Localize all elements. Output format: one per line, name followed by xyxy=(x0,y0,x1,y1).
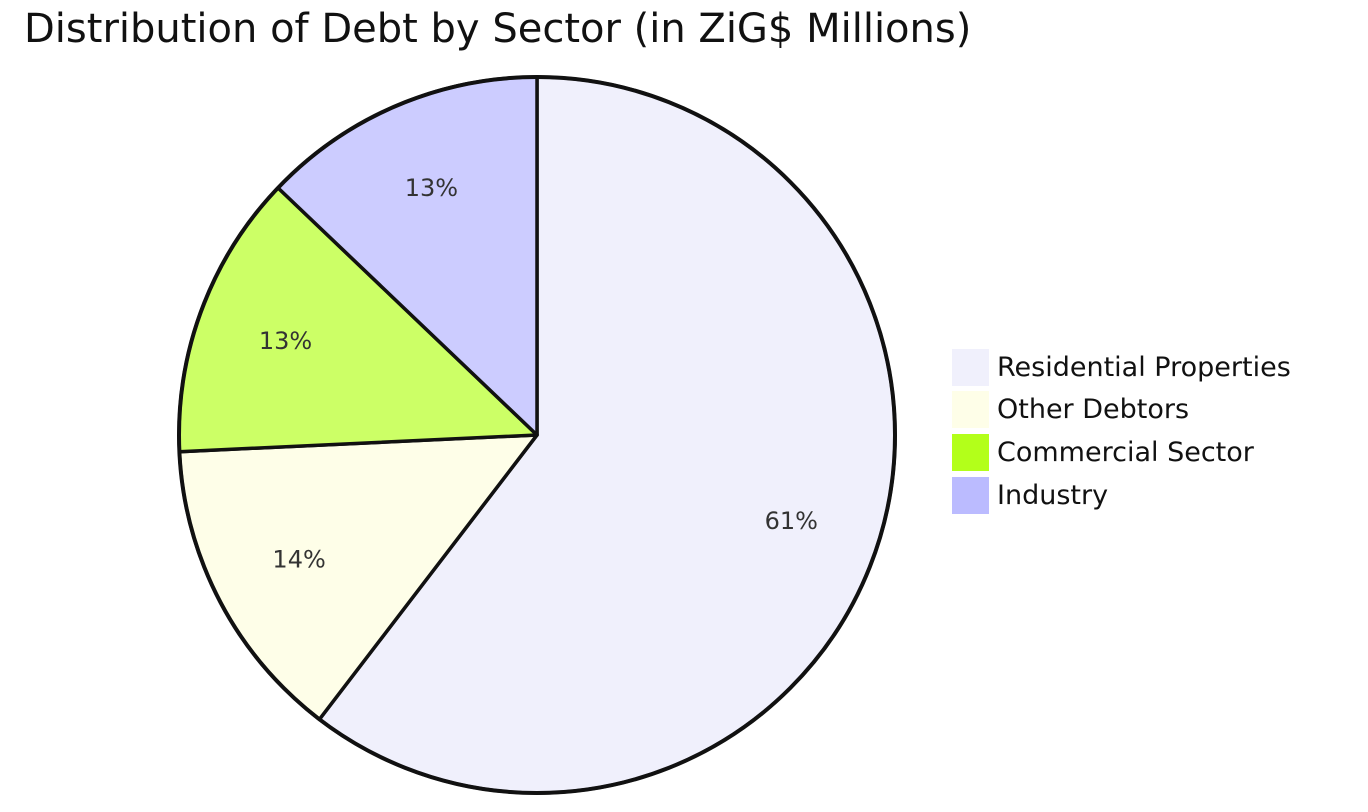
legend-swatch xyxy=(952,391,989,429)
slice-percent-label: 13% xyxy=(405,174,458,202)
legend-item: Other Debtors xyxy=(952,389,1291,432)
legend-item: Industry xyxy=(952,474,1291,517)
legend-swatch xyxy=(952,433,989,471)
legend-label: Commercial Sector xyxy=(997,436,1254,468)
legend-item: Residential Properties xyxy=(952,346,1291,389)
chart-title: Distribution of Debt by Sector (in ZiG$ … xyxy=(24,6,972,52)
pie-slice-labels: 61% 14% 13% 13% xyxy=(259,174,818,573)
pie-outline xyxy=(177,75,897,795)
slice-percent-label: 13% xyxy=(259,327,312,355)
legend-label: Residential Properties xyxy=(997,351,1291,383)
slice-percent-label: 14% xyxy=(272,545,325,573)
legend-label: Other Debtors xyxy=(997,394,1190,426)
slice-percent-label: 61% xyxy=(765,507,818,535)
legend-item: Commercial Sector xyxy=(952,431,1291,474)
pie-slices xyxy=(177,75,897,795)
legend-swatch xyxy=(952,348,989,386)
legend-swatch xyxy=(952,476,989,514)
legend-label: Industry xyxy=(997,479,1109,511)
legend: Residential Properties Other Debtors Comme… xyxy=(952,346,1291,516)
